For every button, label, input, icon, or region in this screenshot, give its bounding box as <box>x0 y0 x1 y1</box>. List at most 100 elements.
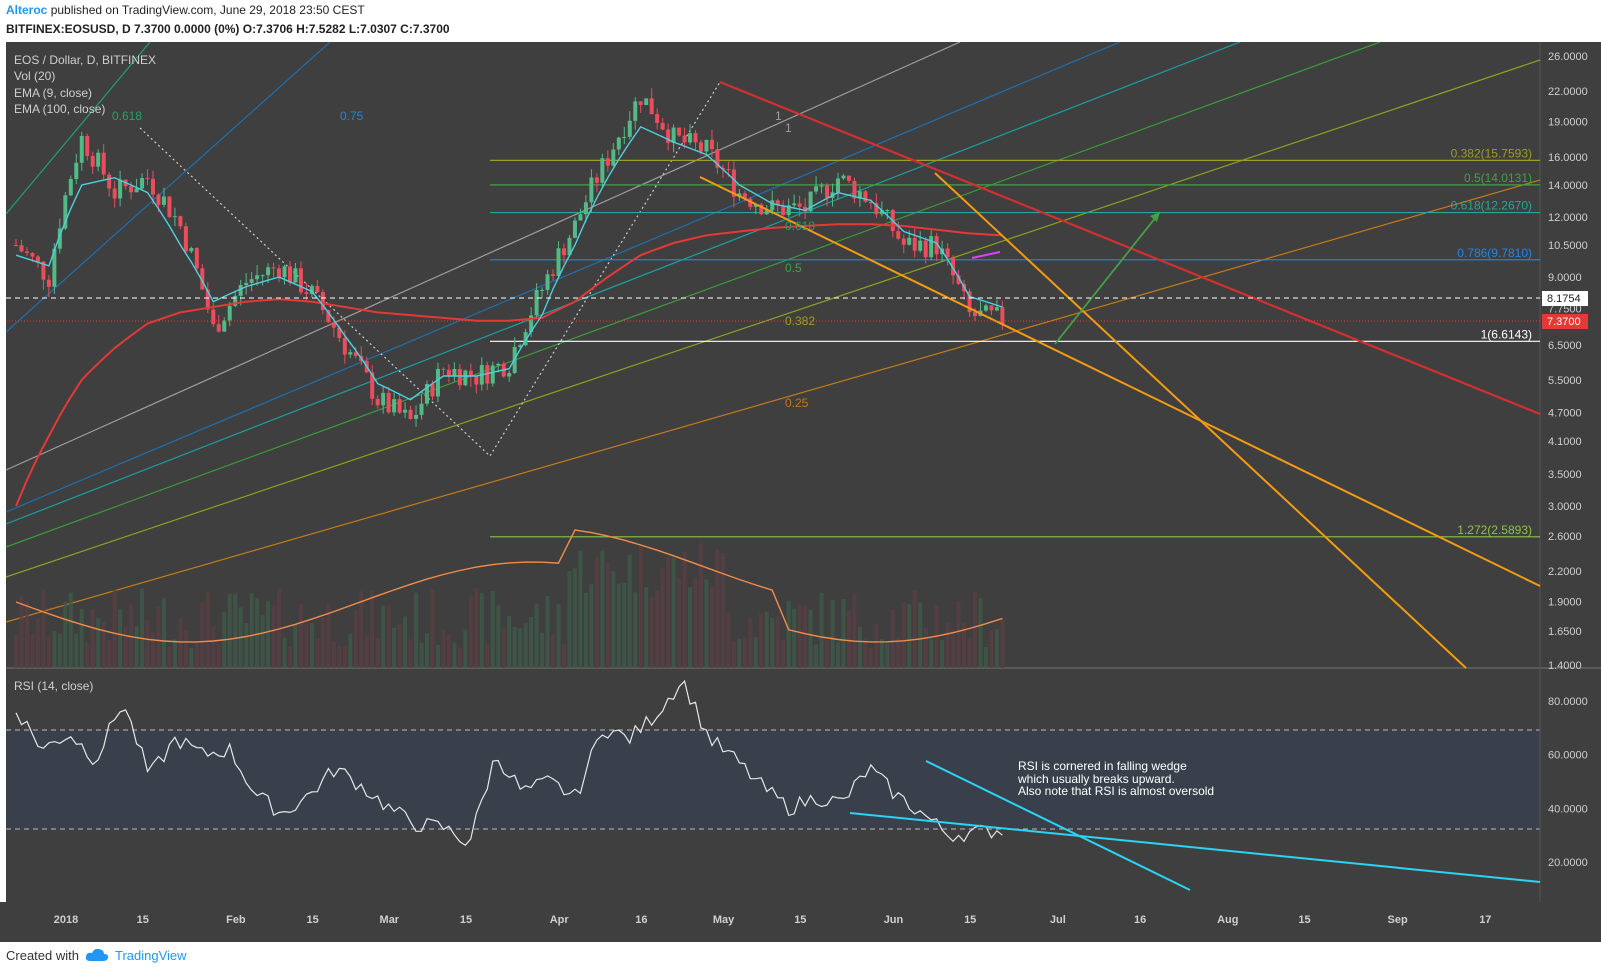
volume-bar <box>348 634 353 668</box>
fan-line-upper-0-618 <box>5 41 151 215</box>
volume-bar <box>205 592 210 668</box>
candle-body <box>430 384 435 397</box>
candle-body <box>551 274 556 276</box>
volume-bar <box>994 628 999 668</box>
candle-body <box>52 248 57 287</box>
price-chart-svg[interactable]: 0.382(15.7593) 0.5(14.0131) 0.618(12.2670)… <box>0 41 1601 942</box>
volume-bar <box>786 600 791 668</box>
volume-bar <box>545 596 550 668</box>
rsi-legend-title[interactable]: RSI (14, close) <box>14 679 93 693</box>
candle-body <box>846 175 851 181</box>
volume-bar <box>468 595 473 668</box>
rsi-note-line-2: which usually breaks upward. <box>1017 772 1175 786</box>
candle-body <box>594 177 599 183</box>
volume-bar <box>479 593 484 668</box>
candle-body <box>556 248 561 276</box>
trendlines <box>6 80 1541 669</box>
candle-body <box>699 142 703 152</box>
tradingview-brand-link[interactable]: TradingView <box>114 947 187 963</box>
legend-title[interactable]: EOS / Dollar, D, BITFINEX <box>14 53 156 67</box>
candle-body <box>644 98 649 105</box>
candle-body <box>671 127 676 143</box>
volume-bars <box>14 542 1005 668</box>
candle-body <box>797 203 802 207</box>
volume-bar <box>731 641 736 668</box>
volume-bar <box>627 554 632 668</box>
candle-body <box>688 133 693 143</box>
candle-body <box>468 370 473 377</box>
candle-body <box>172 216 177 218</box>
volume-bar <box>956 601 961 668</box>
red-descending-trendline <box>719 80 1541 416</box>
legend-ema9[interactable]: EMA (9, close) <box>14 86 92 100</box>
fan-label-0-618-mid: 0.618 <box>785 219 815 233</box>
candle-body <box>129 186 134 193</box>
last-price-tag: 7.3700 <box>1542 314 1588 329</box>
volume-bar <box>940 639 945 668</box>
volume-bar <box>655 590 660 668</box>
volume-bar <box>134 626 139 668</box>
candle-body <box>781 205 786 216</box>
price-tick-label: 19.0000 <box>1548 116 1588 128</box>
legend-ema100[interactable]: EMA (100, close) <box>14 102 105 116</box>
legend-vol[interactable]: Vol (20) <box>14 69 55 83</box>
volume-bar <box>857 626 862 668</box>
volume-bar <box>594 556 599 668</box>
volume-bar <box>74 633 79 668</box>
volume-bar <box>726 612 731 668</box>
candle-body <box>118 179 123 199</box>
time-axis[interactable]: 2018 15 Feb 15 Mar 15 Apr 16 May 15 Jun 15 Jul 16 Aug 1… <box>54 914 1492 926</box>
price-axis[interactable]: 26.0000 22.0000 19.0000 16.0000 14.0000 12.00… <box>1548 51 1588 672</box>
volume-bar <box>35 618 40 668</box>
volume-bar <box>46 636 51 668</box>
rsi-axis[interactable]: 80.0000 60.0000 40.0000 20.0000 <box>1548 696 1588 869</box>
chart-frame[interactable]: 0.382(15.7593) 0.5(14.0131) 0.618(12.2670)… <box>0 41 1601 942</box>
price-tick-label: 6.5000 <box>1548 340 1582 352</box>
volume-bar <box>419 642 424 668</box>
rsi-note: RSI is cornered in falling wedge which u… <box>1017 759 1214 798</box>
candle-body <box>808 191 813 212</box>
candle-body <box>929 236 934 258</box>
volume-bar <box>649 596 654 668</box>
volume-bar <box>709 585 714 668</box>
candle-body <box>836 178 840 193</box>
candle-body <box>764 210 769 215</box>
volume-bar <box>216 643 221 668</box>
candle-body <box>41 261 46 280</box>
candle-body <box>523 332 528 346</box>
candle-body <box>868 201 873 204</box>
volume-bar <box>183 630 188 668</box>
candle-body <box>435 368 440 397</box>
candle-body <box>112 188 117 199</box>
volume-bar <box>463 629 468 668</box>
candle-body <box>260 275 265 277</box>
candle-body <box>403 409 408 413</box>
fan-label-0-618: 0.618 <box>112 109 142 123</box>
volume-bar <box>781 640 786 668</box>
fib-level-label: 1(6.6143) <box>1481 327 1532 341</box>
rsi-wedge-upper-line <box>925 760 1191 891</box>
volume-bar <box>211 626 216 668</box>
price-tick-label: 3.0000 <box>1548 501 1582 513</box>
fan-line-upper-0-75 <box>5 41 331 333</box>
price-tick-label: 12.0000 <box>1548 212 1588 224</box>
volume-bar <box>425 633 429 668</box>
candle-body <box>342 337 347 355</box>
candle-body <box>68 179 73 196</box>
candle-body <box>474 376 479 385</box>
candle-body <box>457 368 462 386</box>
candle-body <box>814 186 819 192</box>
time-tick-label: Apr <box>550 914 570 926</box>
volume-bar <box>885 643 890 668</box>
candle-body <box>540 289 545 291</box>
volume-bar <box>583 592 588 668</box>
candle-body <box>896 231 901 239</box>
author-link[interactable]: Alteroc <box>6 3 48 17</box>
price-tick-label: 2.6000 <box>1548 531 1582 543</box>
candle-body <box>956 275 961 284</box>
volume-bar <box>112 589 117 668</box>
volume-bar <box>841 599 846 668</box>
volume-bar <box>874 623 879 668</box>
time-tick-label: Sep <box>1388 914 1408 926</box>
candle-body <box>775 200 780 206</box>
